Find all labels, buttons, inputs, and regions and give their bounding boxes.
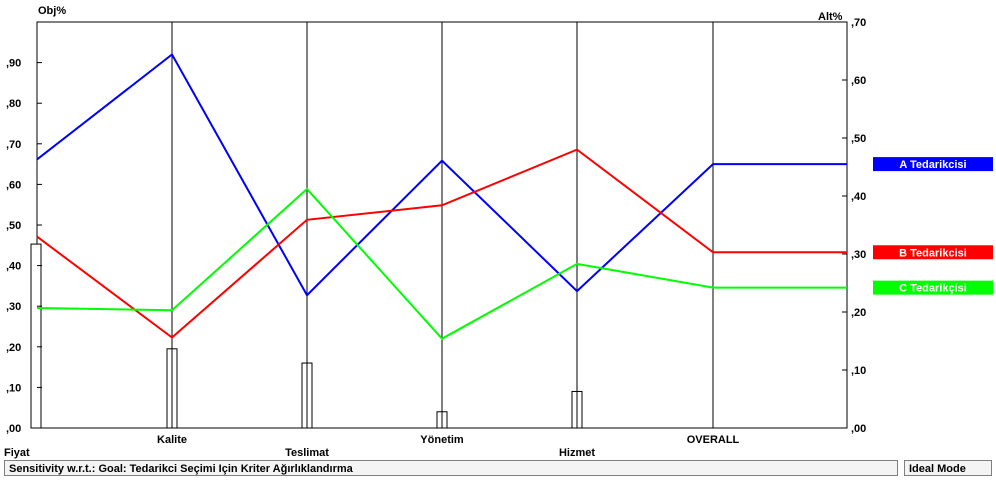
series-line bbox=[36, 148, 847, 339]
legend-label: C Tedarikçisi bbox=[899, 283, 967, 295]
left-tick-label: ,80 bbox=[6, 98, 21, 110]
right-tick-label: ,70 bbox=[851, 17, 866, 29]
left-axis-label: Obj% bbox=[38, 5, 66, 17]
right-tick-label: ,10 bbox=[851, 365, 866, 377]
left-tick-label: ,30 bbox=[6, 301, 21, 313]
legend-label: A Tedarikcisi bbox=[899, 159, 966, 171]
left-tick-label: ,00 bbox=[6, 423, 21, 435]
criteria-lines bbox=[171, 22, 714, 428]
right-tick-label: ,60 bbox=[851, 75, 866, 87]
weight-bar bbox=[30, 243, 42, 429]
criteria-labels: Fiyat Kalite Teslimat Yönetim Hizmet OVERALL bbox=[4, 434, 740, 459]
legend-swatch bbox=[873, 245, 993, 260]
right-tick-label: ,30 bbox=[851, 249, 866, 261]
right-axis-label: Alt% bbox=[818, 11, 843, 23]
left-tick-label: ,20 bbox=[6, 342, 21, 354]
right-tick-label: ,20 bbox=[851, 307, 866, 319]
legend-swatch bbox=[873, 157, 993, 172]
legend: A Tedarikcisi B Tedarikcisi C Tedarikçisi bbox=[873, 157, 993, 295]
series-line bbox=[36, 187, 847, 340]
left-tick-label: ,70 bbox=[6, 139, 21, 151]
mode-indicator: Ideal Mode bbox=[904, 460, 992, 476]
left-axis: ,00 ,10 ,20 ,30 ,40 ,50 ,60 ,70 ,80 ,90 bbox=[6, 58, 42, 435]
legend-swatch bbox=[873, 280, 993, 295]
sensitivity-chart: ,00 ,10 ,20 ,30 ,40 ,50 ,60 ,70 ,80 ,90 ,00 ,10 ,20… bbox=[4, 5, 993, 459]
left-tick-label: ,50 bbox=[6, 220, 21, 232]
series-line bbox=[36, 52, 847, 297]
right-tick-label: ,40 bbox=[851, 191, 866, 203]
left-tick-label: ,10 bbox=[6, 382, 21, 394]
criterion-label: Fiyat bbox=[4, 447, 30, 459]
status-bar: Sensitivity w.r.t.: Goal: Tedarikci Seçi… bbox=[4, 460, 992, 478]
criterion-label: Teslimat bbox=[285, 447, 329, 459]
criterion-label: Yönetim bbox=[420, 434, 464, 446]
right-axis: ,00 ,10 ,20 ,30 ,40 ,50 ,60 ,70 bbox=[842, 17, 866, 435]
criterion-label: Hizmet bbox=[559, 447, 595, 459]
right-tick-label: ,50 bbox=[851, 133, 866, 145]
status-text: Sensitivity w.r.t.: Goal: Tedarikci Seçi… bbox=[4, 460, 898, 476]
criterion-label: OVERALL bbox=[687, 434, 740, 446]
legend-label: B Tedarikcisi bbox=[899, 247, 967, 259]
criterion-label: Kalite bbox=[157, 434, 187, 446]
left-tick-label: ,40 bbox=[6, 261, 21, 273]
series-lines bbox=[36, 52, 847, 340]
left-tick-label: ,60 bbox=[6, 179, 21, 191]
left-tick-label: ,90 bbox=[6, 58, 21, 70]
right-tick-label: ,00 bbox=[851, 423, 866, 435]
